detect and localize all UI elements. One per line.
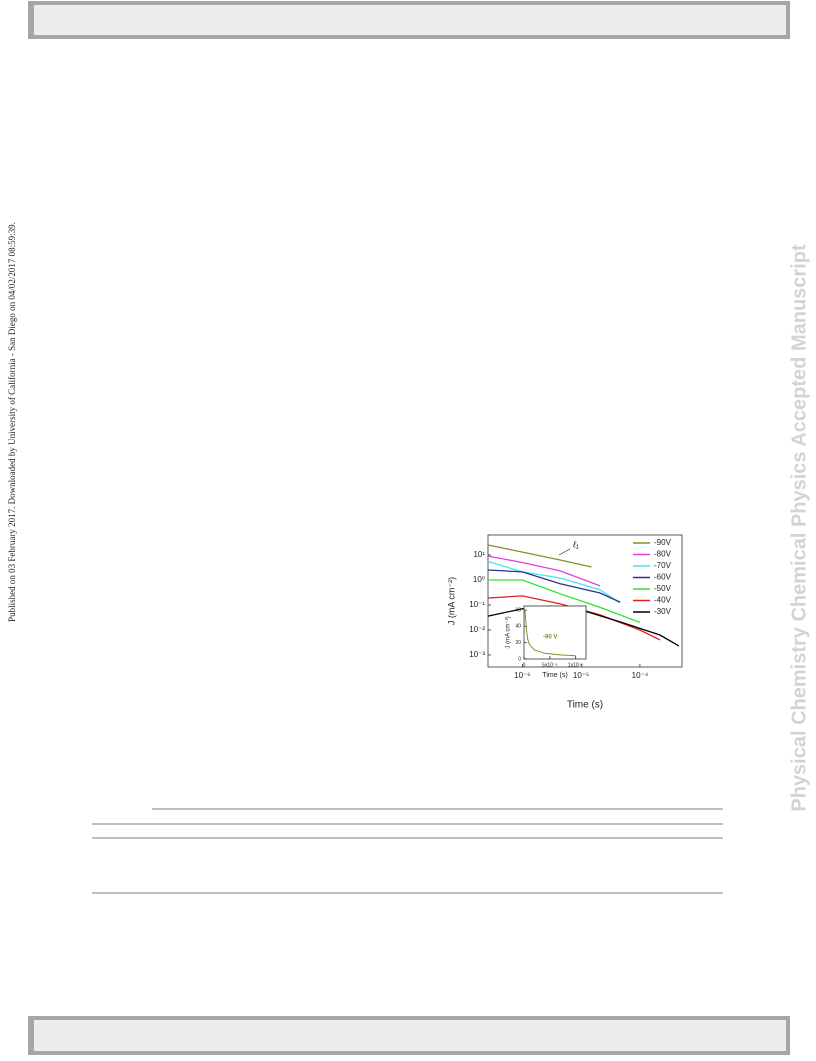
- annotation: ℓ₁: [572, 539, 579, 549]
- plot-frame: [523, 605, 587, 660]
- figure: 10⁻⁶ 10⁻⁵ 10⁻⁴ 10⁻³ 10⁻² 10⁻¹ 10⁰ 10¹ Time (s) J …: [446, 534, 683, 711]
- plot-frame: [487, 534, 683, 668]
- annotation-arrow: [558, 548, 571, 556]
- x-axis-label: Time (s): [542, 672, 567, 679]
- legend-label: -50V: [654, 584, 672, 593]
- series-line: [524, 610, 576, 657]
- legend-label: -60V: [654, 573, 672, 582]
- y-axis-label: J (mA cm⁻²): [506, 616, 512, 648]
- x-tick-label: 1x10⁻⁵: [568, 662, 584, 668]
- x-tick-label: 10⁻⁴: [632, 671, 649, 680]
- x-tick-label: 10⁻⁵: [573, 671, 589, 680]
- x-axis-label: Time (s): [567, 700, 603, 711]
- legend-label: -70V: [654, 561, 672, 570]
- y-tick-label: 20: [515, 640, 521, 646]
- watermark: Physical Chemistry Chemical Physics Acce…: [788, 244, 810, 812]
- y-axis-label: J (mA cm⁻²): [446, 577, 456, 625]
- x-tick-label: 0: [523, 662, 526, 668]
- footer-bar-inner: [34, 1020, 786, 1051]
- legend-label: -40V: [654, 596, 672, 605]
- header-bar-inner: [34, 5, 786, 35]
- x-tick-label: 5x10⁻⁶: [542, 662, 558, 668]
- y-tick-label: 10⁻²: [469, 625, 485, 634]
- series-line: [487, 569, 621, 603]
- series-line: [487, 560, 621, 604]
- y-tick-label: 60: [515, 607, 521, 613]
- y-tick-label: 0: [518, 656, 521, 662]
- legend-label: -80V: [654, 550, 672, 559]
- y-tick-label: 10⁻³: [469, 650, 485, 659]
- series-line: [487, 544, 592, 568]
- series-line: [488, 579, 641, 624]
- y-tick-label: 40: [515, 624, 521, 630]
- y-tick-label: 10⁰: [473, 575, 485, 584]
- download-notice: Published on 03 February 2017. Downloade…: [7, 222, 17, 622]
- annotation: -90 V: [543, 635, 557, 641]
- y-tick-label: 10⁻¹: [469, 600, 485, 609]
- table-rules: [92, 808, 723, 894]
- legend-label: -30V: [654, 607, 672, 616]
- series-line: [487, 555, 601, 587]
- inset-background: [524, 606, 586, 659]
- x-tick-label: 10⁻⁶: [514, 671, 530, 680]
- legend-label: -90V: [654, 538, 672, 547]
- y-tick-label: 10¹: [473, 550, 485, 559]
